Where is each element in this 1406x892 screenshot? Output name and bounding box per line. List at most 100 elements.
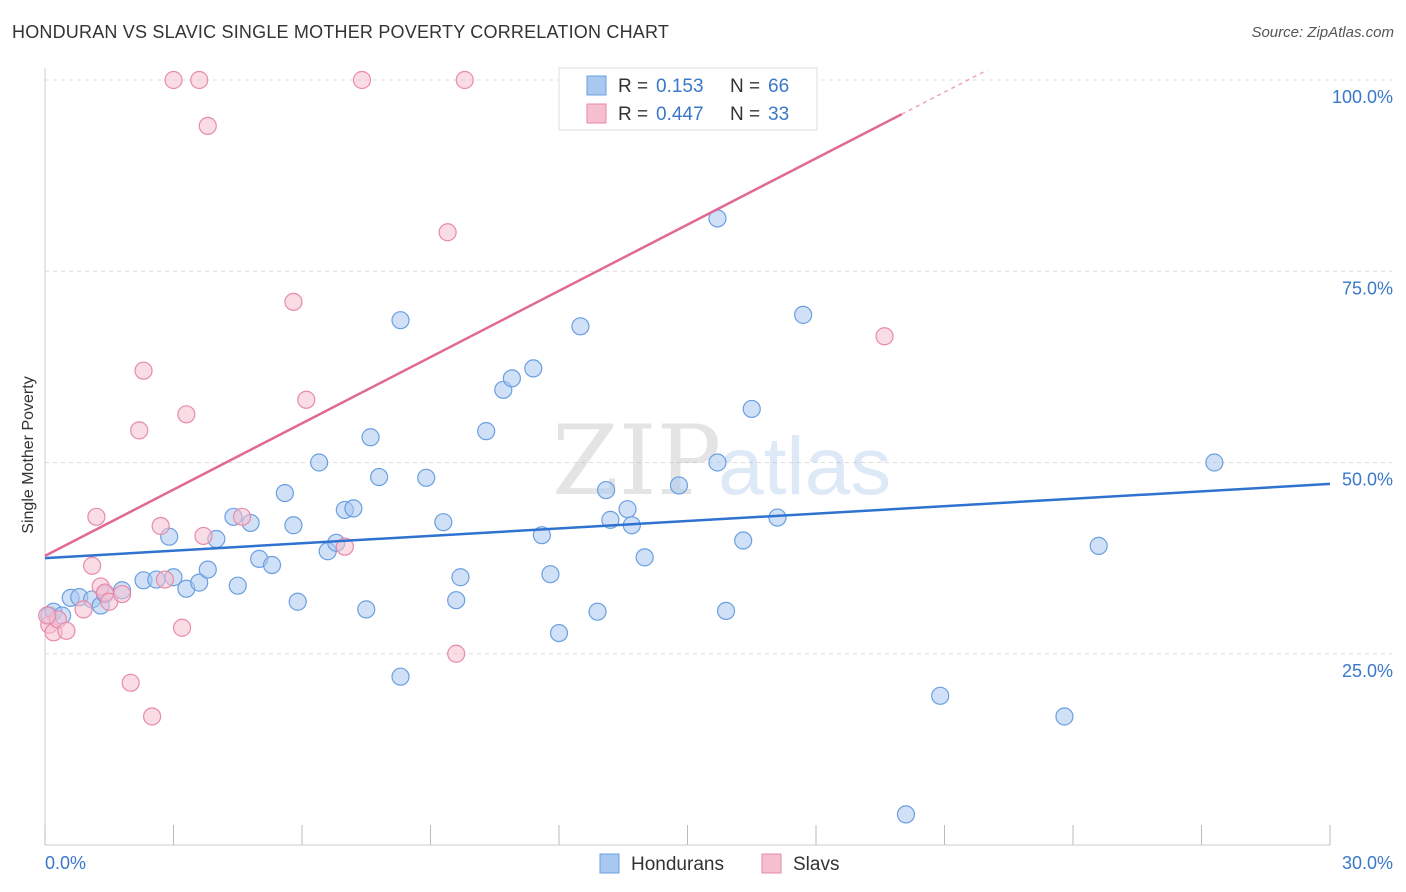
- legend-r-label: R =: [618, 76, 648, 97]
- slav-point: [151, 516, 170, 536]
- honduran-point: [417, 468, 436, 487]
- honduran-point: [541, 565, 560, 584]
- honduran-point: [1205, 453, 1224, 472]
- slav-point: [172, 618, 192, 637]
- slav-point: [335, 537, 354, 556]
- slav-point: [352, 70, 372, 90]
- watermark-atlas: atlas: [718, 421, 891, 512]
- honduran-point: [502, 369, 521, 388]
- slav-point: [194, 526, 213, 546]
- slav-point: [297, 390, 316, 409]
- honduran-point: [588, 602, 607, 621]
- scatter-points: [38, 70, 1224, 824]
- honduran-point: [434, 513, 453, 532]
- honduran-point: [190, 573, 209, 592]
- slav-point: [164, 70, 183, 90]
- y-tick-label: 50.0%: [1342, 470, 1393, 490]
- honduran-point: [344, 499, 363, 518]
- legend-r-value: 0.447: [656, 104, 704, 125]
- slav-point: [455, 70, 474, 90]
- x-tick-label: 30.0%: [1342, 853, 1393, 873]
- source-label: Source: ZipAtlas.com: [1251, 24, 1394, 41]
- slav-point: [121, 673, 140, 692]
- slav-point: [130, 421, 149, 440]
- honduran-point: [1055, 707, 1074, 726]
- y-tick-label: 100.0%: [1332, 87, 1393, 107]
- y-tick-label: 75.0%: [1342, 278, 1393, 298]
- legend-n-value: 66: [768, 76, 789, 97]
- honduran-point: [742, 399, 761, 419]
- watermark-zip: ZIP: [552, 405, 721, 517]
- honduran-point: [716, 601, 736, 621]
- honduran-point: [571, 317, 590, 336]
- y-tick-label: 25.0%: [1342, 661, 1393, 681]
- honduran-point: [288, 592, 307, 611]
- legend-bottom-label: Hondurans: [631, 854, 724, 875]
- honduran-point: [370, 467, 389, 487]
- honduran-point: [284, 516, 303, 535]
- honduran-point: [228, 576, 247, 595]
- y-tick-labels: 25.0% 50.0% 75.0% 100.0%: [1332, 87, 1393, 681]
- slav-point: [190, 70, 209, 90]
- honduran-point: [931, 686, 950, 705]
- slav-point: [447, 644, 466, 663]
- slav-point: [112, 584, 132, 604]
- slav-point: [155, 570, 175, 589]
- slav-point: [142, 707, 162, 726]
- chart-title: HONDURAN VS SLAVIC SINGLE MOTHER POVERTY…: [12, 22, 670, 42]
- legend-swatch: [586, 75, 607, 96]
- slav-point: [177, 405, 196, 424]
- honduran-point: [451, 568, 470, 587]
- legend-swatch: [586, 103, 607, 124]
- honduran-point: [391, 311, 410, 330]
- honduran-point: [361, 428, 380, 447]
- slav-point: [198, 116, 217, 136]
- slav-trend-extension: [901, 69, 988, 115]
- honduran-point: [262, 555, 282, 575]
- legend-n-label: N =: [730, 104, 760, 125]
- slav-point: [38, 606, 57, 625]
- honduran-point: [794, 305, 813, 324]
- legend-r-label: R =: [618, 104, 648, 125]
- honduran-point: [198, 560, 217, 579]
- legend-bottom-swatch: [761, 853, 782, 874]
- honduran-trend-line: [44, 482, 1331, 560]
- slav-point: [232, 507, 252, 526]
- legend-n-label: N =: [730, 76, 760, 97]
- honduran-point: [549, 623, 569, 643]
- honduran-point: [275, 484, 294, 503]
- slav-point: [57, 621, 76, 640]
- honduran-point: [708, 453, 727, 472]
- legend-n-value: 33: [768, 104, 789, 125]
- honduran-point: [477, 422, 496, 441]
- axes: [44, 68, 1331, 846]
- slav-point: [74, 600, 93, 619]
- honduran-point: [447, 591, 466, 610]
- slav-point: [284, 292, 303, 311]
- legend-bottom-swatch: [599, 853, 620, 874]
- honduran-point: [391, 667, 410, 686]
- slav-point: [83, 556, 102, 575]
- x-tick-labels: 0.0% 30.0%: [45, 853, 1393, 873]
- y-axis-label: Single Mother Poverty: [20, 376, 37, 533]
- slav-point: [87, 507, 106, 526]
- slav-point: [875, 327, 894, 346]
- slav-point: [134, 361, 153, 380]
- honduran-point: [635, 548, 654, 567]
- legend-top: R = 0.153 N = 66 R = 0.447 N = 33: [558, 67, 818, 131]
- slav-point: [438, 223, 457, 242]
- honduran-point: [768, 508, 787, 527]
- honduran-point: [896, 805, 916, 824]
- watermark: ZIP atlas: [552, 405, 891, 517]
- trend-lines: [44, 69, 1331, 560]
- honduran-point: [597, 480, 616, 500]
- honduran-point: [669, 476, 689, 495]
- x-tick-label: 0.0%: [45, 853, 86, 873]
- legend-r-value: 0.153: [656, 76, 704, 97]
- honduran-point: [310, 453, 329, 472]
- honduran-point: [524, 359, 543, 378]
- grid-lines: [45, 79, 1392, 655]
- legend-bottom-label: Slavs: [793, 854, 839, 875]
- honduran-point: [357, 600, 376, 619]
